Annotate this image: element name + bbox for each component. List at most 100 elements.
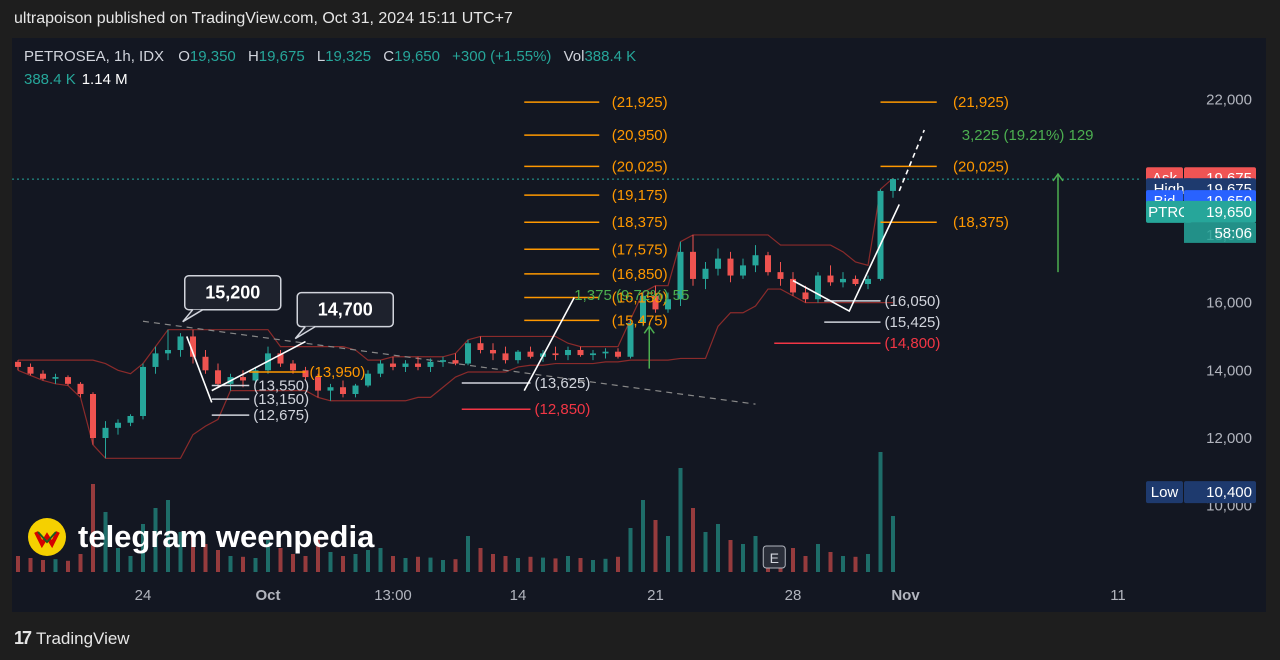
volume-bar	[153, 508, 158, 572]
fib-level-label: (18,375)	[612, 214, 668, 231]
volume-bar	[241, 556, 245, 572]
candle-body	[702, 268, 709, 279]
candle-body	[165, 350, 171, 354]
earnings-event-marker	[762, 545, 786, 569]
volume-bar	[341, 556, 345, 572]
candle-body	[390, 363, 396, 367]
y-tick-label: 22,000	[1206, 92, 1252, 109]
volume-bar	[416, 556, 420, 572]
candle-body	[15, 361, 21, 367]
volume-bar	[403, 558, 408, 572]
volume-legend: 388.4 K 1.14 M	[24, 71, 128, 88]
candle-body	[290, 363, 296, 371]
channel-lower-line	[17, 288, 893, 459]
ohlc-legend: PETROSEA, 1h, IDX O19,350 H19,675 L19,32…	[24, 48, 636, 65]
candle-body	[115, 422, 121, 428]
volume-bar	[716, 524, 720, 572]
earnings-event-label: E	[770, 550, 779, 566]
volume-bar	[228, 556, 233, 572]
volume-bar	[16, 556, 20, 572]
candle-body	[515, 351, 521, 361]
x-tick-label: 28	[785, 587, 802, 604]
x-tick-label: 13:00	[374, 587, 412, 604]
candle-body	[615, 351, 621, 357]
candle-body	[577, 350, 584, 356]
volume-bar	[478, 548, 483, 572]
trendline	[142, 320, 756, 405]
volume-bar	[178, 532, 183, 572]
volume-bar	[41, 560, 45, 572]
fib-level-label: (19,175)	[612, 187, 668, 204]
volume-bar	[753, 536, 758, 572]
candle-body	[602, 351, 609, 354]
callout-label: 14,700	[318, 300, 373, 320]
volume-bar	[291, 554, 295, 572]
volume-bar	[691, 508, 695, 572]
measure-label: 1,375 (9.72%) 55	[574, 287, 689, 304]
candle-body	[452, 360, 459, 364]
volume-bar	[566, 556, 570, 572]
support-level-label: (13,550)	[253, 378, 309, 395]
volume-bar	[841, 556, 845, 572]
volume-bar	[103, 512, 108, 572]
price-tag-value: 19,650	[1206, 204, 1252, 221]
candle-body	[252, 370, 259, 381]
candle-body	[815, 275, 821, 300]
candle-body	[90, 394, 96, 438]
x-axis-band	[12, 568, 1266, 612]
volume-bar	[441, 560, 445, 572]
price-chart[interactable]: 22,00018,00016,00014,00012,00010,00024Oc…	[12, 38, 1266, 612]
candle-body	[740, 265, 746, 276]
x-tick-label: Nov	[891, 587, 920, 604]
support-level-label: (13,625)	[535, 375, 591, 392]
candle-body	[402, 363, 409, 367]
price-tag-label-bg	[1146, 481, 1183, 504]
volume-bar	[191, 536, 195, 572]
volume-bar	[578, 558, 583, 572]
volume-bar	[666, 536, 670, 572]
support-level-label: (12,675)	[253, 407, 309, 424]
volume-bar	[66, 560, 70, 572]
candle-body	[590, 353, 596, 356]
fib-level-label-right: (21,925)	[953, 94, 1009, 111]
volume-bar	[166, 500, 170, 572]
candle-body	[302, 370, 309, 378]
volume-bar	[616, 556, 620, 572]
candle-body	[102, 427, 109, 438]
candle-body	[827, 275, 834, 283]
low-value: 19,325	[325, 48, 372, 65]
volume-bar	[641, 500, 645, 572]
candle-body	[340, 387, 346, 394]
x-tick-label: 24	[135, 587, 152, 604]
y-tick-label: 16,000	[1206, 295, 1252, 312]
price-tag-label-bg	[1146, 200, 1192, 223]
candle-body	[752, 255, 759, 266]
callout-pointer	[182, 309, 204, 323]
chart-panel[interactable]: 22,00018,00016,00014,00012,00010,00024Oc…	[12, 38, 1266, 612]
volume-bar	[591, 560, 595, 572]
volume-bar	[378, 548, 383, 572]
candle-body	[215, 370, 221, 384]
volume-bar	[278, 548, 283, 572]
candle-body	[665, 299, 671, 310]
measure-label: 3,225 (19.21%) 129	[962, 127, 1094, 144]
close-value: 19,650	[394, 48, 440, 65]
candle-body	[715, 258, 721, 269]
volume-bar	[303, 556, 308, 572]
arrow-path-2	[211, 340, 306, 392]
volume-bar	[253, 558, 258, 572]
candle-body	[552, 353, 559, 356]
candle-body	[327, 387, 334, 391]
candle-body	[27, 366, 34, 374]
volume-bar	[366, 550, 370, 572]
candle-body	[652, 295, 659, 310]
volume-value: 388.4 K	[584, 48, 637, 65]
open-value: 19,350	[189, 48, 236, 65]
volume-ma-a: 388.4 K	[24, 71, 76, 88]
volume-bar	[53, 559, 58, 572]
fib-level-label: (16,850)	[612, 266, 668, 283]
volume-bar	[128, 556, 133, 572]
arrow-path-4	[792, 204, 900, 313]
footer-brand: TradingView	[36, 628, 130, 648]
candle-body	[140, 366, 146, 416]
